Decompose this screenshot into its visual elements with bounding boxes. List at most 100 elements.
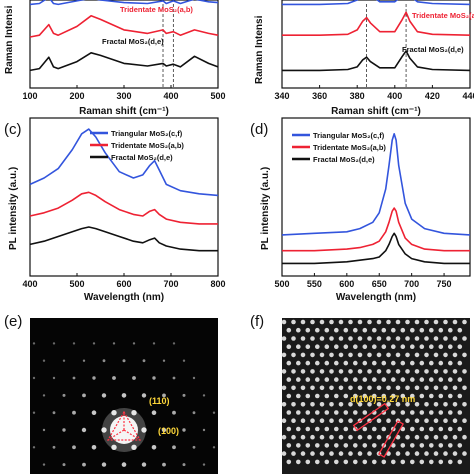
chart-d-legend-2: Fractal MoS₂(d,e) xyxy=(313,155,375,164)
hrtem-markers xyxy=(352,402,404,458)
hrtem-atom xyxy=(296,327,301,333)
hrtem-atom xyxy=(353,393,358,399)
hrtem-atom xyxy=(338,352,344,358)
hrtem-atom xyxy=(405,434,410,440)
hrtem-atom xyxy=(400,393,406,399)
chart-c-xtick-label: 800 xyxy=(210,279,225,289)
hrtem-atom xyxy=(291,319,296,325)
hrtem-atom xyxy=(329,385,334,391)
chart-b-xtick-label: 420 xyxy=(425,91,440,101)
hrtem-atom xyxy=(433,418,439,424)
hrtem-atom xyxy=(462,402,467,407)
hrtem-atom xyxy=(353,459,358,465)
hrtem-atom xyxy=(334,327,339,333)
hrtem-atom xyxy=(452,385,458,391)
hrtem-atom xyxy=(281,352,287,358)
saed-spot xyxy=(32,376,36,380)
hrtem-atom xyxy=(357,319,363,325)
chart-c-legend-0: Triangular MoS₂(c,f) xyxy=(111,129,183,138)
hrtem-atom xyxy=(381,327,387,333)
saed-spot xyxy=(212,446,216,449)
chart-c-xtick-label: 700 xyxy=(163,279,178,289)
hrtem-atom xyxy=(457,360,463,366)
saed-spot xyxy=(141,462,147,467)
hrtem-atom xyxy=(424,451,429,456)
saed-spot xyxy=(62,393,66,397)
hrtem-atom xyxy=(433,402,439,407)
chart-a-legend-2: Fractal MoS₂(d,e) xyxy=(102,37,164,46)
hrtem-atom xyxy=(429,360,434,366)
hrtem-atom xyxy=(410,426,415,432)
hrtem-atom xyxy=(338,451,344,456)
hrtem-atom xyxy=(452,434,458,440)
chart-c-xtick-label: 600 xyxy=(116,279,131,289)
hrtem-atom xyxy=(343,443,349,448)
saed-spot xyxy=(202,428,206,432)
hrtem-atom xyxy=(452,319,458,325)
saed-spot xyxy=(72,410,76,415)
hrtem-atom xyxy=(329,319,334,325)
hrtem-atom xyxy=(310,385,315,391)
hrtem-atom xyxy=(391,360,396,366)
saed-spot xyxy=(141,427,147,433)
hrtem-atom xyxy=(338,434,344,440)
hrtem-atom xyxy=(419,426,425,432)
hrtem-atom xyxy=(405,319,410,325)
saed-spot xyxy=(161,427,167,433)
hrtem-atom xyxy=(376,336,382,341)
hrtem-atom xyxy=(281,418,287,424)
hrtem-atom xyxy=(419,344,425,350)
chart-a-ylabel: Raman Intensi xyxy=(4,5,15,74)
hrtem-atom xyxy=(443,352,448,358)
saed-spot xyxy=(162,393,166,398)
saed-spot xyxy=(122,359,126,363)
hrtem-atom xyxy=(343,426,349,432)
hrtem-atom xyxy=(300,385,306,391)
hrtem-atom xyxy=(315,410,320,415)
hrtem-atom xyxy=(367,434,372,440)
hrtem-atom xyxy=(305,426,311,432)
saed-spot xyxy=(91,445,97,450)
hrtem-atom xyxy=(462,385,467,391)
chart-d-xtick-label: 650 xyxy=(372,279,387,289)
saed-spot xyxy=(92,342,96,345)
hrtem-atom xyxy=(281,369,287,374)
hrtem-atom xyxy=(367,336,372,341)
hrtem-atom xyxy=(414,369,420,374)
saed-spot xyxy=(112,376,116,380)
chart-d-legend-0: Triangular MoS₂(c,f) xyxy=(313,131,385,140)
hrtem-atom xyxy=(462,336,467,341)
chart-b-legend-1: Tridentate MoS₂(a,b) xyxy=(412,11,474,20)
hrtem-atom xyxy=(438,410,444,415)
hrtem-atom xyxy=(405,402,410,407)
hrtem-atom xyxy=(305,410,311,415)
chart-c-xtick-label: 400 xyxy=(22,279,37,289)
hrtem-atom xyxy=(362,344,368,350)
saed-spot xyxy=(192,411,196,415)
hrtem-atom xyxy=(353,360,358,366)
saed-spot xyxy=(81,427,87,433)
saed-spot xyxy=(131,410,137,416)
hrtem-atom xyxy=(386,319,391,325)
hrtem-atom xyxy=(386,385,391,391)
hrtem-atom xyxy=(424,369,429,374)
hrtem-atom xyxy=(410,459,415,465)
hrtem-atom xyxy=(291,336,296,341)
hrtem-atom xyxy=(367,451,372,456)
hrtem-atom xyxy=(424,319,429,325)
hrtem-atom xyxy=(395,369,401,374)
saed-spot xyxy=(92,376,96,380)
hrtem-atom xyxy=(438,377,444,382)
hrtem-atom xyxy=(410,393,415,399)
hrtem-atom xyxy=(414,418,420,424)
hrtem-atom xyxy=(457,327,463,333)
hrtem-atom xyxy=(395,352,401,358)
hrtem-atom xyxy=(353,344,358,350)
hrtem-atom xyxy=(324,327,330,333)
hrtem-atom xyxy=(405,451,410,456)
chart-d-xtick-label: 700 xyxy=(404,279,419,289)
hrtem-atom xyxy=(329,451,334,456)
hrtem-atom xyxy=(372,443,377,448)
hrtem-atom xyxy=(429,443,434,448)
